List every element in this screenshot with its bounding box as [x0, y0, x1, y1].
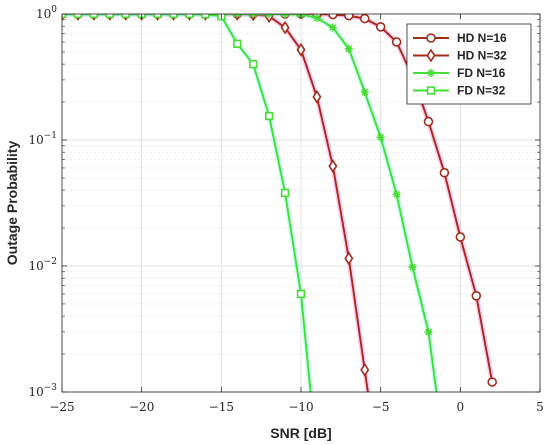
data-point — [424, 327, 433, 336]
x-axis-label: SNR [dB] — [270, 425, 331, 441]
data-point — [392, 190, 401, 199]
y-axis-label: Outage Probability — [4, 141, 20, 266]
data-point — [408, 263, 417, 272]
legend-marker — [426, 33, 436, 43]
legend-marker — [426, 48, 436, 63]
legend-entry-fd-n-16: FD N=16 — [413, 66, 506, 80]
legend-entry-hd-n-16: HD N=16 — [413, 31, 507, 45]
x-tick-label: −5 — [372, 400, 390, 414]
legend-entry-fd-n-32: FD N=32 — [413, 84, 506, 98]
data-point — [264, 111, 274, 121]
data-point — [359, 14, 370, 24]
y-tick-label: 10−3 — [28, 383, 57, 399]
data-point — [312, 89, 322, 104]
legend-label: FD N=32 — [457, 84, 506, 98]
y-tick-labels: 100 10−1 10−2 10−3 — [28, 5, 57, 399]
legend-marker — [426, 86, 436, 95]
data-point — [360, 88, 369, 97]
x-tick-label: 0 — [457, 400, 465, 414]
data-point — [344, 251, 354, 266]
x-tick-label: −25 — [49, 400, 74, 414]
x-tick-label: −20 — [129, 400, 154, 414]
data-point — [328, 14, 338, 20]
series-line — [62, 14, 312, 392]
data-point — [423, 116, 434, 127]
data-point — [360, 362, 370, 377]
x-tick-label: −10 — [288, 400, 313, 414]
data-point — [344, 44, 353, 53]
data-point — [376, 133, 385, 142]
data-point — [455, 232, 466, 242]
data-point — [249, 59, 258, 69]
data-point — [233, 39, 242, 48]
data-point — [296, 42, 306, 57]
legend-label: FD N=16 — [457, 66, 506, 80]
data-point — [391, 37, 402, 47]
ticks — [61, 13, 541, 393]
data-point — [487, 377, 497, 387]
legend-label: HD N=32 — [457, 49, 507, 63]
data-point — [280, 20, 290, 35]
x-tick-labels: −25 −20 −15 −10 −5 0 5 — [49, 400, 543, 414]
data-point — [375, 22, 386, 32]
data-point — [328, 159, 338, 174]
data-point — [471, 291, 482, 301]
data-point — [344, 14, 354, 21]
x-tick-label: 5 — [536, 400, 544, 414]
data-point — [328, 23, 337, 32]
data-point — [296, 289, 306, 299]
data-point — [439, 167, 450, 178]
series-line — [62, 14, 369, 392]
legend: HD N=16 HD N=32 FD N=16 FD N=32 — [406, 23, 532, 105]
y-tick-label: 10−1 — [28, 131, 57, 147]
x-tick-label: −15 — [209, 400, 234, 414]
y-tick-label: 100 — [36, 5, 57, 21]
data-point — [312, 14, 321, 22]
y-tick-label: 10−2 — [28, 257, 57, 273]
legend-label: HD N=16 — [457, 31, 507, 45]
legend-marker — [427, 69, 435, 77]
legend-entry-hd-n-32: HD N=32 — [413, 49, 507, 63]
data-point — [280, 188, 290, 198]
